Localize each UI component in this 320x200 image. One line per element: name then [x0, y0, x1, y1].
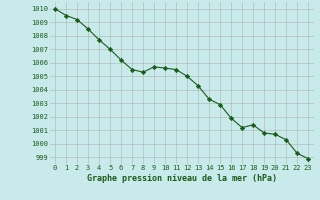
X-axis label: Graphe pression niveau de la mer (hPa): Graphe pression niveau de la mer (hPa) — [87, 174, 276, 183]
